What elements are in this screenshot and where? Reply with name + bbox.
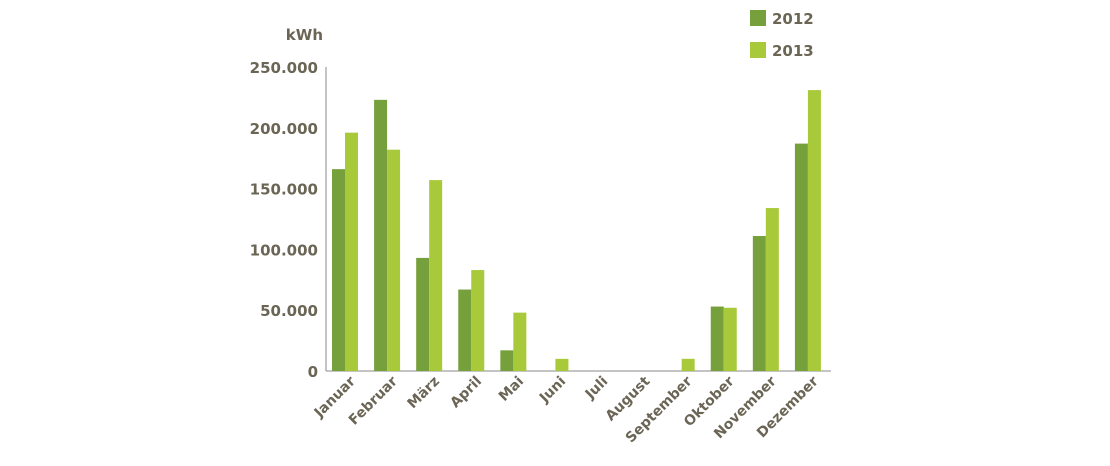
legend-swatch-2012: [750, 10, 766, 26]
bar-2013-1: [387, 149, 401, 371]
legend-label-2012: 2012: [772, 10, 814, 28]
y-tick-label: 50.000: [260, 302, 318, 320]
x-tick-label: Juni: [536, 374, 569, 407]
bar-2012-3: [458, 289, 472, 371]
y-tick-label: 150.000: [250, 181, 318, 199]
x-tick-label: April: [447, 374, 485, 412]
bar-2012-4: [500, 350, 514, 371]
bar-2012-2: [416, 257, 430, 371]
bar-2013-2: [429, 180, 443, 371]
bar-2013-9: [723, 307, 737, 371]
y-tick-label: 100.000: [250, 241, 318, 259]
legend-swatch-2013: [750, 42, 766, 58]
bar-2013-3: [471, 270, 485, 371]
bar-2013-5: [555, 358, 569, 371]
legend-label-2013: 2013: [772, 42, 814, 60]
bar-2013-8: [681, 358, 695, 371]
bar-2012-9: [710, 306, 724, 371]
bar-2013-10: [765, 208, 779, 371]
bar-2013-11: [807, 90, 821, 371]
bar-2012-1: [374, 99, 388, 371]
bar-2013-0: [345, 132, 358, 371]
y-tick-label: 0: [308, 363, 318, 381]
bar-2013-4: [513, 312, 527, 371]
y-tick-label: 200.000: [250, 120, 318, 138]
bar-2012-10: [752, 236, 766, 371]
x-tick-label: Mai: [496, 374, 527, 405]
x-tick-label: Juli: [582, 374, 612, 404]
bar-2012-11: [794, 143, 808, 371]
y-tick-label: 250.000: [250, 59, 318, 77]
x-tick-label: März: [405, 374, 443, 412]
y-axis-label: kWh: [286, 26, 323, 44]
bar-2012-0: [332, 169, 345, 371]
